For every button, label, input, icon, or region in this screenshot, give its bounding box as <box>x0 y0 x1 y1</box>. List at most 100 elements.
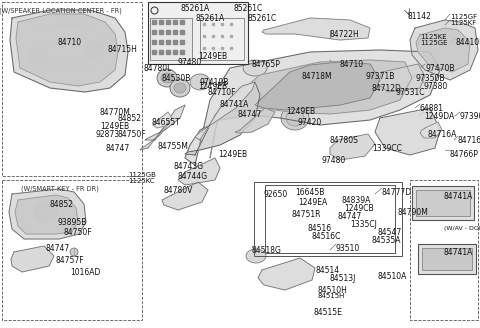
Text: 84839A: 84839A <box>342 196 372 205</box>
Text: 84741A: 84741A <box>444 248 473 257</box>
Bar <box>265 185 395 253</box>
Polygon shape <box>258 258 315 290</box>
Text: 1125GB: 1125GB <box>128 172 156 178</box>
Polygon shape <box>178 158 220 185</box>
Polygon shape <box>10 10 128 92</box>
Text: 16645B: 16645B <box>295 188 324 197</box>
Text: 1249EB: 1249EB <box>198 52 227 61</box>
Text: 84765P: 84765P <box>252 60 281 69</box>
Polygon shape <box>140 122 170 150</box>
Text: 84747: 84747 <box>106 144 130 153</box>
Polygon shape <box>153 112 172 128</box>
Text: 81142: 81142 <box>408 12 432 21</box>
Text: 84747: 84747 <box>46 244 70 253</box>
Text: 84510A: 84510A <box>378 272 408 281</box>
Text: 1125KF: 1125KF <box>450 20 476 26</box>
Text: 1249EB: 1249EB <box>286 107 315 116</box>
Polygon shape <box>255 62 380 110</box>
Text: 84715H: 84715H <box>108 45 138 54</box>
Text: 84535A: 84535A <box>372 236 401 245</box>
Text: 97480: 97480 <box>322 156 346 165</box>
Text: 97420: 97420 <box>298 118 322 127</box>
Polygon shape <box>420 122 442 138</box>
Text: 84513J: 84513J <box>330 274 356 283</box>
Ellipse shape <box>174 83 186 93</box>
Ellipse shape <box>58 17 74 27</box>
Text: 84514: 84514 <box>316 266 340 275</box>
Text: 84518G: 84518G <box>252 246 282 255</box>
Ellipse shape <box>56 37 68 47</box>
Text: 84710F: 84710F <box>208 88 237 97</box>
Text: 84716A: 84716A <box>428 130 457 139</box>
Text: 97380: 97380 <box>424 82 448 91</box>
Text: 84410E: 84410E <box>456 38 480 47</box>
Bar <box>2 2 142 176</box>
Text: 84515E: 84515E <box>314 308 343 317</box>
Ellipse shape <box>190 74 210 90</box>
Text: 84516: 84516 <box>308 224 332 233</box>
Text: 84741A: 84741A <box>444 192 473 201</box>
Bar <box>412 186 474 220</box>
Text: 84777D: 84777D <box>382 188 412 197</box>
Text: 97371B: 97371B <box>365 72 395 81</box>
Ellipse shape <box>246 249 266 263</box>
Ellipse shape <box>33 51 43 61</box>
Text: 97410B: 97410B <box>200 78 229 87</box>
Bar <box>422 248 472 270</box>
Bar <box>416 190 470 216</box>
Ellipse shape <box>90 45 100 55</box>
Text: 84747: 84747 <box>238 110 262 119</box>
Text: 1125GF: 1125GF <box>450 14 477 20</box>
Polygon shape <box>210 60 412 158</box>
Text: 84751R: 84751R <box>292 210 322 219</box>
Text: 84780L: 84780L <box>143 64 171 73</box>
Text: 84741A: 84741A <box>220 100 250 109</box>
Text: 1249EA: 1249EA <box>298 198 327 207</box>
Text: 84710: 84710 <box>58 38 82 47</box>
Text: 1335CJ: 1335CJ <box>350 220 377 229</box>
Polygon shape <box>15 195 78 234</box>
Ellipse shape <box>161 73 173 83</box>
Text: 97470B: 97470B <box>425 64 455 73</box>
Text: 97350B: 97350B <box>416 74 445 83</box>
Text: 84790M: 84790M <box>398 208 429 217</box>
Bar <box>148 2 248 64</box>
Ellipse shape <box>286 110 304 126</box>
Text: 84710: 84710 <box>340 60 364 69</box>
Text: 1125KE: 1125KE <box>420 34 446 40</box>
Text: 85261C: 85261C <box>248 14 277 23</box>
Text: 93895B: 93895B <box>58 218 87 227</box>
Text: 84852: 84852 <box>118 114 142 123</box>
Text: 84716K: 84716K <box>458 136 480 145</box>
Text: 93510: 93510 <box>336 244 360 253</box>
Text: 1249EB: 1249EB <box>100 122 129 131</box>
Text: 1125GE: 1125GE <box>420 40 447 46</box>
Polygon shape <box>416 28 470 72</box>
Text: 1249CB: 1249CB <box>344 204 373 213</box>
Text: 85261A: 85261A <box>180 4 210 13</box>
Bar <box>254 182 402 256</box>
Bar <box>2 180 142 320</box>
Ellipse shape <box>29 48 47 64</box>
Text: 84780V: 84780V <box>164 186 193 195</box>
Polygon shape <box>195 82 255 140</box>
Text: 1016AD: 1016AD <box>70 268 100 277</box>
Text: 97390: 97390 <box>460 112 480 121</box>
Text: (W/SPEAKER LOCATION CENTER - FR): (W/SPEAKER LOCATION CENTER - FR) <box>0 8 121 14</box>
Text: 84510H: 84510H <box>318 286 348 295</box>
Text: 85261C: 85261C <box>233 4 263 13</box>
Text: 84515H: 84515H <box>318 293 346 299</box>
Polygon shape <box>145 105 185 140</box>
Polygon shape <box>235 108 275 133</box>
Bar <box>200 18 244 60</box>
Ellipse shape <box>86 42 104 58</box>
Text: 84852: 84852 <box>50 200 74 209</box>
Text: 84655T: 84655T <box>152 118 181 127</box>
Text: 84755M: 84755M <box>158 142 189 151</box>
Bar <box>418 244 476 274</box>
Text: 84757F: 84757F <box>56 256 84 265</box>
Text: 84718M: 84718M <box>302 72 333 81</box>
Text: 84750F: 84750F <box>64 228 93 237</box>
Text: 84744G: 84744G <box>178 172 208 181</box>
Polygon shape <box>11 246 54 272</box>
